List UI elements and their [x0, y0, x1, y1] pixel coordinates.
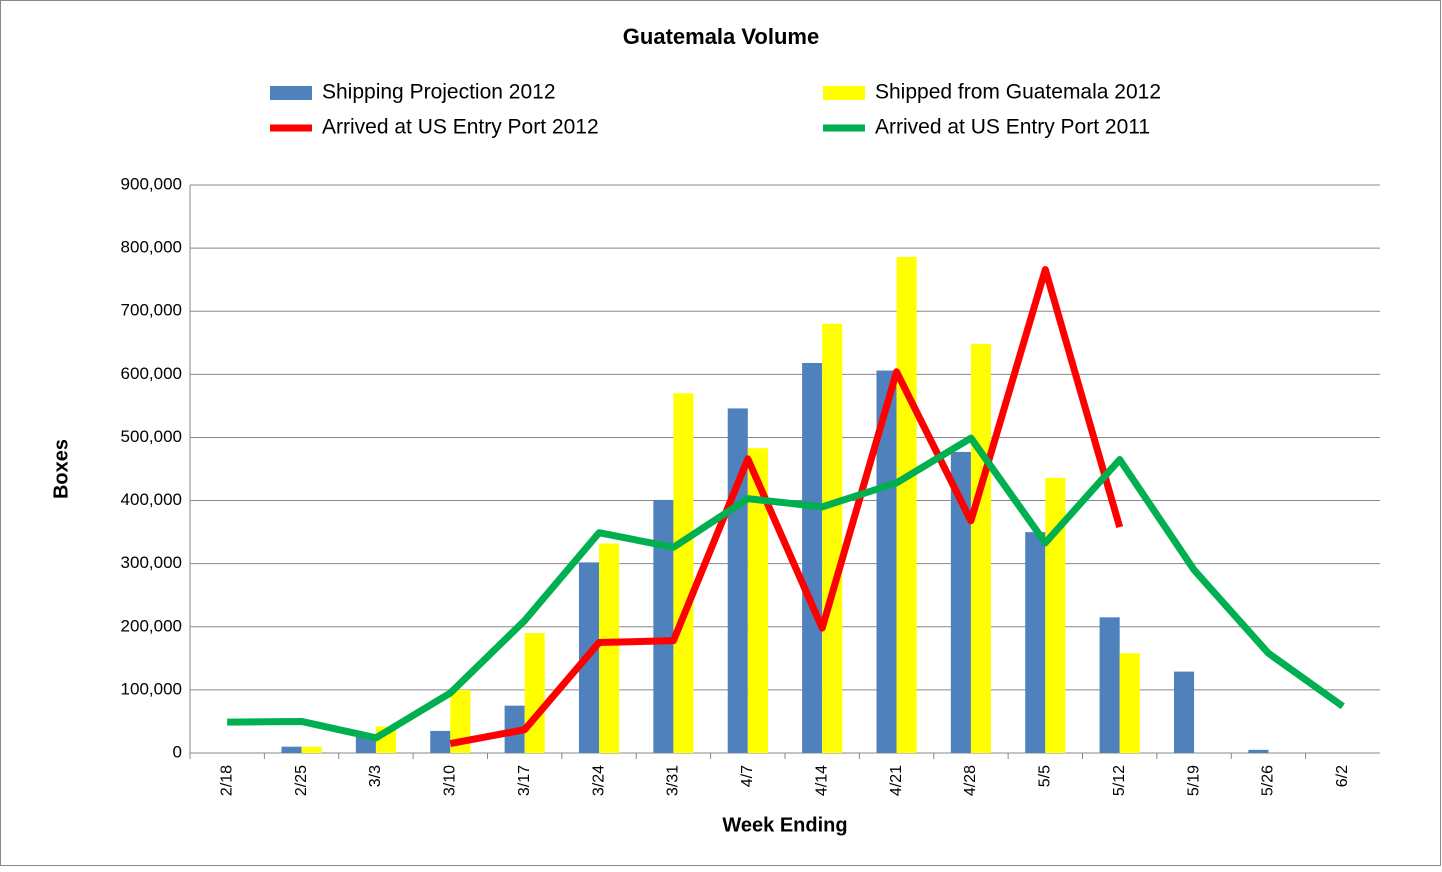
bar: [1248, 749, 1269, 753]
legend-swatch: [270, 86, 312, 100]
bar: [1119, 653, 1140, 753]
y-tick-label: 0: [173, 742, 182, 761]
x-tick-label: 3/3: [367, 765, 384, 787]
x-tick-label: 2/25: [293, 765, 310, 796]
line-series: [227, 434, 1345, 742]
x-tick-label: 3/17: [516, 765, 533, 796]
y-axis-label: Boxes: [50, 439, 72, 499]
bar: [673, 393, 694, 753]
legend-label: Arrived at US Entry Port 2011: [875, 116, 1150, 139]
x-tick-label: 6/2: [1334, 765, 1351, 787]
x-tick-label: 5/5: [1037, 765, 1054, 787]
legend-label: Arrived at US Entry Port 2012: [322, 116, 599, 139]
bar: [950, 451, 971, 753]
x-tick-label: 4/28: [962, 765, 979, 796]
bar: [1173, 671, 1195, 753]
bar: [970, 344, 992, 753]
x-tick-label: 5/19: [1185, 765, 1202, 796]
y-tick-label: 200,000: [121, 616, 182, 635]
bar: [301, 746, 322, 753]
legend-swatch: [823, 86, 865, 100]
x-tick-label: 4/21: [888, 765, 905, 796]
y-tick-label: 900,000: [121, 174, 182, 193]
bar: [524, 633, 545, 753]
line-series: [449, 266, 1124, 747]
legend-label: Shipped from Guatemala 2012: [875, 81, 1161, 104]
y-tick-label: 700,000: [121, 301, 182, 320]
x-axis-label: Week Ending: [722, 814, 847, 836]
x-tick-label: 3/10: [442, 765, 459, 796]
chart-title: Guatemala Volume: [623, 24, 819, 49]
x-tick-label: 4/7: [739, 765, 756, 787]
x-tick-label: 3/31: [665, 765, 682, 796]
bar: [281, 746, 302, 753]
y-tick-label: 100,000: [121, 679, 182, 698]
bar: [1025, 532, 1046, 753]
bar: [876, 370, 897, 753]
bar: [822, 323, 843, 753]
y-tick-label: 500,000: [121, 427, 182, 446]
bar: [1099, 617, 1120, 753]
bar: [653, 499, 674, 753]
legend-label: Shipping Projection 2012: [322, 81, 556, 104]
bar: [896, 256, 917, 753]
bar: [430, 730, 451, 753]
y-tick-label: 300,000: [121, 553, 182, 572]
x-tick-label: 2/18: [218, 765, 235, 796]
y-tick-label: 400,000: [121, 490, 182, 509]
x-tick-label: 4/14: [813, 765, 830, 796]
bar: [1045, 477, 1066, 753]
x-tick-label: 5/12: [1111, 765, 1128, 796]
y-tick-label: 600,000: [121, 364, 182, 383]
y-tick-label: 800,000: [121, 238, 182, 257]
bar: [747, 448, 768, 753]
x-tick-label: 3/24: [590, 765, 607, 796]
bar: [802, 362, 823, 753]
bar: [599, 543, 620, 753]
x-tick-label: 5/26: [1260, 765, 1277, 796]
